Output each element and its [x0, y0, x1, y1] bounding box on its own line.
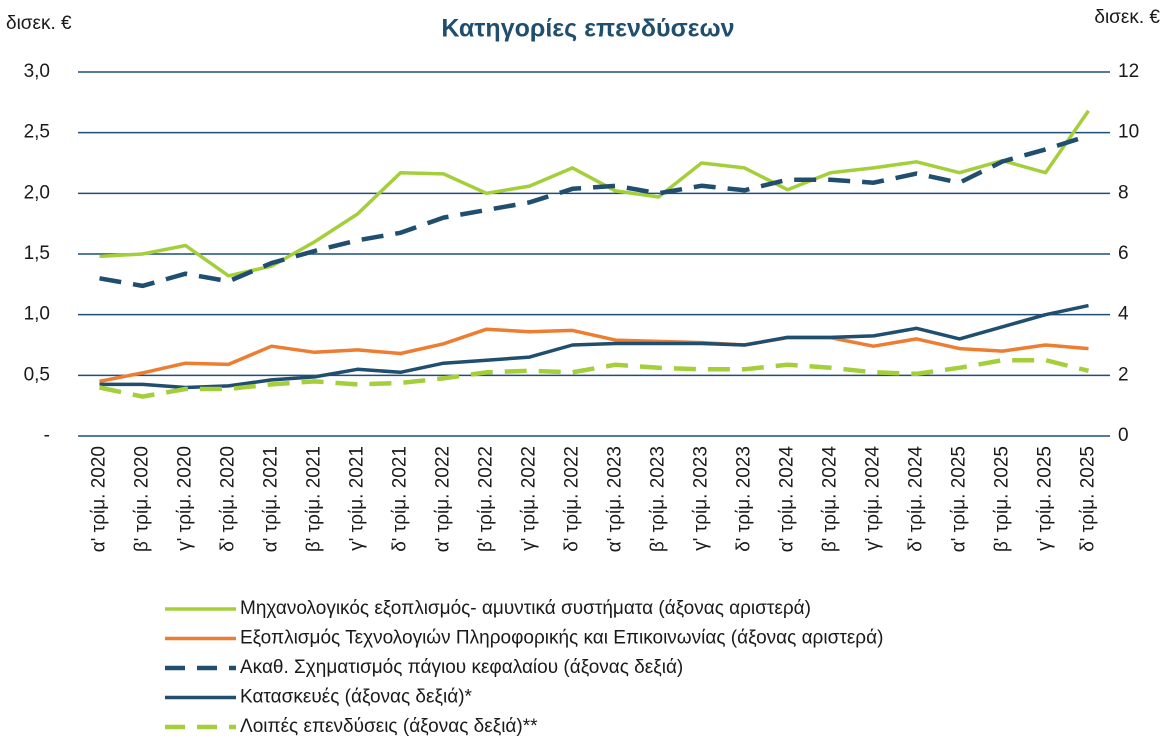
series-line	[99, 133, 1090, 289]
x-tick-label: δ' τρίμ. 2024	[906, 446, 927, 552]
y2-tick-label: 8	[1118, 182, 1129, 203]
x-tick-label: α' τρίμ. 2024	[777, 446, 798, 553]
series-line	[99, 327, 1089, 384]
x-tick-label: δ' τρίμ. 2020	[218, 446, 239, 552]
y-tick-label: 2,0	[24, 182, 50, 203]
y2-tick-label: 0	[1118, 425, 1129, 446]
x-tick-label: α' τρίμ. 2020	[89, 446, 110, 552]
x-tick-label: α' τρίμ. 2022	[433, 446, 454, 552]
x-tick-label: α' τρίμ. 2025	[949, 446, 970, 552]
legend-label: Ακαθ. Σχηματισμός πάγιου κεφαλαίου (άξον…	[240, 657, 683, 678]
x-tick-label: γ' τρίμ. 2020	[175, 446, 196, 551]
x-tick-label: β' τρίμ. 2023	[648, 446, 669, 552]
chart-title: Κατηγορίες επενδύσεων	[441, 15, 734, 43]
y2-tick-label: 12	[1118, 61, 1139, 82]
x-tick-label: β' τρίμ. 2021	[304, 446, 325, 552]
x-tick-label: β' τρίμ. 2020	[132, 446, 153, 552]
legend-label: Εξοπλισμός Τεχνολογιών Πληροφορικής και …	[240, 628, 883, 649]
y2-tick-label: 10	[1118, 122, 1139, 143]
x-tick-label: δ' τρίμ. 2021	[390, 446, 411, 552]
y-tick-label: 3,0	[24, 61, 50, 82]
y2-tick-label: 4	[1118, 304, 1129, 325]
x-tick-label: δ' τρίμ. 2023	[734, 446, 755, 552]
legend-label: Μηχανολογικός εξοπλισμός- αμυντικά συστή…	[240, 598, 811, 619]
x-tick-label: δ' τρίμ. 2025	[1078, 446, 1099, 552]
y2-tick-label: 6	[1118, 243, 1129, 264]
x-tick-label: α' τρίμ. 2021	[261, 446, 282, 552]
x-tick-label: γ' τρίμ. 2022	[519, 446, 540, 551]
y2-tick-label: 2	[1118, 364, 1129, 385]
x-tick-label: β' τρίμ. 2024	[820, 446, 841, 553]
legend-label: Λοιπές επενδύσεις (άξονας δεξιά)**	[240, 716, 538, 737]
x-tick-label: γ' τρίμ. 2021	[347, 446, 368, 551]
x-tick-label: γ' τρίμ. 2023	[691, 446, 712, 551]
y-tick-label: 1,5	[24, 243, 50, 264]
y-axis-label: δισεκ. €	[6, 13, 72, 34]
y-tick-label: 2,5	[24, 122, 50, 143]
series-line	[99, 357, 1090, 399]
x-tick-label: γ' τρίμ. 2024	[863, 446, 884, 551]
series-line	[99, 303, 1089, 390]
x-tick-label: γ' τρίμ. 2025	[1035, 446, 1056, 551]
x-tick-label: α' τρίμ. 2023	[605, 446, 626, 552]
x-tick-label: δ' τρίμ. 2022	[562, 446, 583, 552]
y2-axis-label: δισεκ. €	[1094, 7, 1160, 28]
x-tick-label: β' τρίμ. 2022	[476, 446, 497, 552]
y-tick-label: 0,5	[24, 364, 50, 385]
legend-label: Κατασκευές (άξονας δεξιά)*	[240, 687, 473, 708]
y-tick-label: -	[44, 425, 50, 446]
x-tick-label: β' τρίμ. 2025	[992, 446, 1013, 552]
y-tick-label: 1,0	[24, 304, 50, 325]
